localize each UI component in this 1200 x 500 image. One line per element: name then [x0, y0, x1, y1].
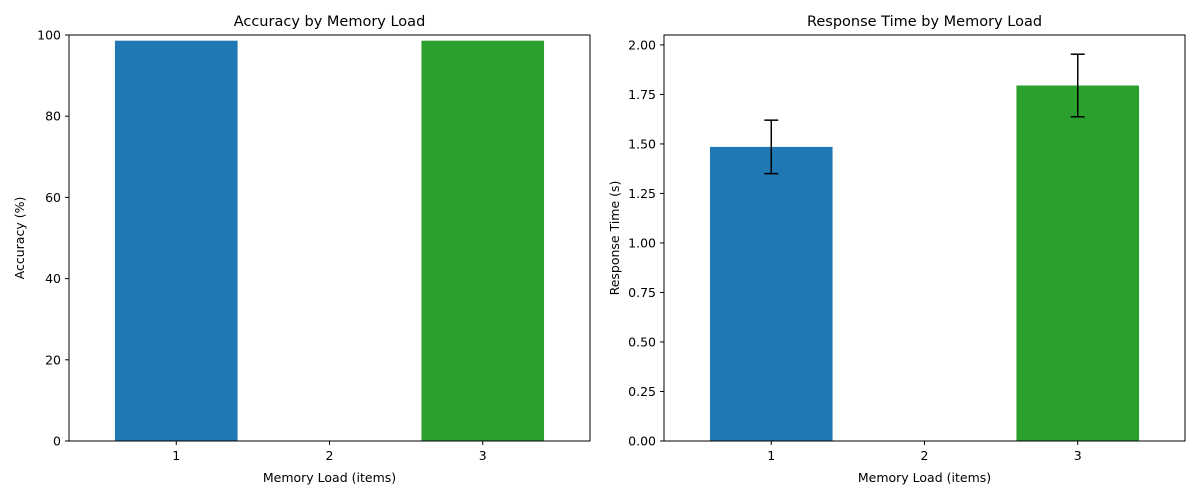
accuracy-ytick-label: 20 — [45, 352, 61, 367]
response-time-x-axis-label: Memory Load (items) — [858, 470, 991, 485]
response-time-ytick-label: 1.25 — [628, 186, 656, 201]
response-time-ytick-label: 0.50 — [628, 334, 656, 349]
response-time-ytick-label: 1.00 — [628, 235, 656, 250]
response-time-ytick-label: 2.00 — [628, 37, 656, 52]
response-time-y-axis-label: Response Time (s) — [607, 181, 622, 296]
response-time-ytick-label: 0.25 — [628, 384, 656, 399]
response-time-error-bar-3 — [1070, 53, 1085, 118]
accuracy-xtick-label: 1 — [172, 448, 180, 463]
accuracy-chart-title: Accuracy by Memory Load — [234, 14, 426, 30]
accuracy-ytick-label: 40 — [45, 271, 61, 286]
response-time-ytick-label: 1.75 — [628, 87, 656, 102]
response-time-chart-title: Response Time by Memory Load — [807, 14, 1042, 30]
accuracy-bar-3 — [421, 40, 545, 442]
response-time-xtick-label: 1 — [767, 448, 775, 463]
response-time-xtick-label: 3 — [1074, 448, 1082, 463]
accuracy-ytick-label: 0 — [53, 434, 61, 449]
accuracy-y-axis-label: Accuracy (%) — [12, 197, 27, 280]
accuracy-ytick-label: 80 — [45, 109, 61, 124]
accuracy-bar-1 — [114, 40, 238, 442]
response-time-xtick-label: 2 — [921, 448, 929, 463]
response-time-bar-1 — [709, 146, 833, 441]
response-time-error-bar-1 — [764, 119, 779, 175]
accuracy-xtick-label: 3 — [479, 448, 487, 463]
response-time-chart: 0.00 0.25 0.50 0.75 1.00 1.25 1.50 1.75 2.00 1 2 3 R… — [607, 14, 1186, 485]
response-time-ytick-label: 0.00 — [628, 434, 656, 449]
accuracy-chart: 0 20 40 60 80 100 1 2 3 Accuracy by Memory Load Me… — [12, 14, 591, 485]
response-time-bar-3 — [1016, 85, 1140, 441]
response-time-ytick-label: 1.50 — [628, 136, 656, 151]
response-time-ytick-label: 0.75 — [628, 285, 656, 300]
accuracy-xtick-label: 2 — [326, 448, 334, 463]
accuracy-x-axis-label: Memory Load (items) — [263, 470, 396, 485]
accuracy-ytick-label: 100 — [37, 28, 61, 43]
accuracy-ytick-label: 60 — [45, 190, 61, 205]
